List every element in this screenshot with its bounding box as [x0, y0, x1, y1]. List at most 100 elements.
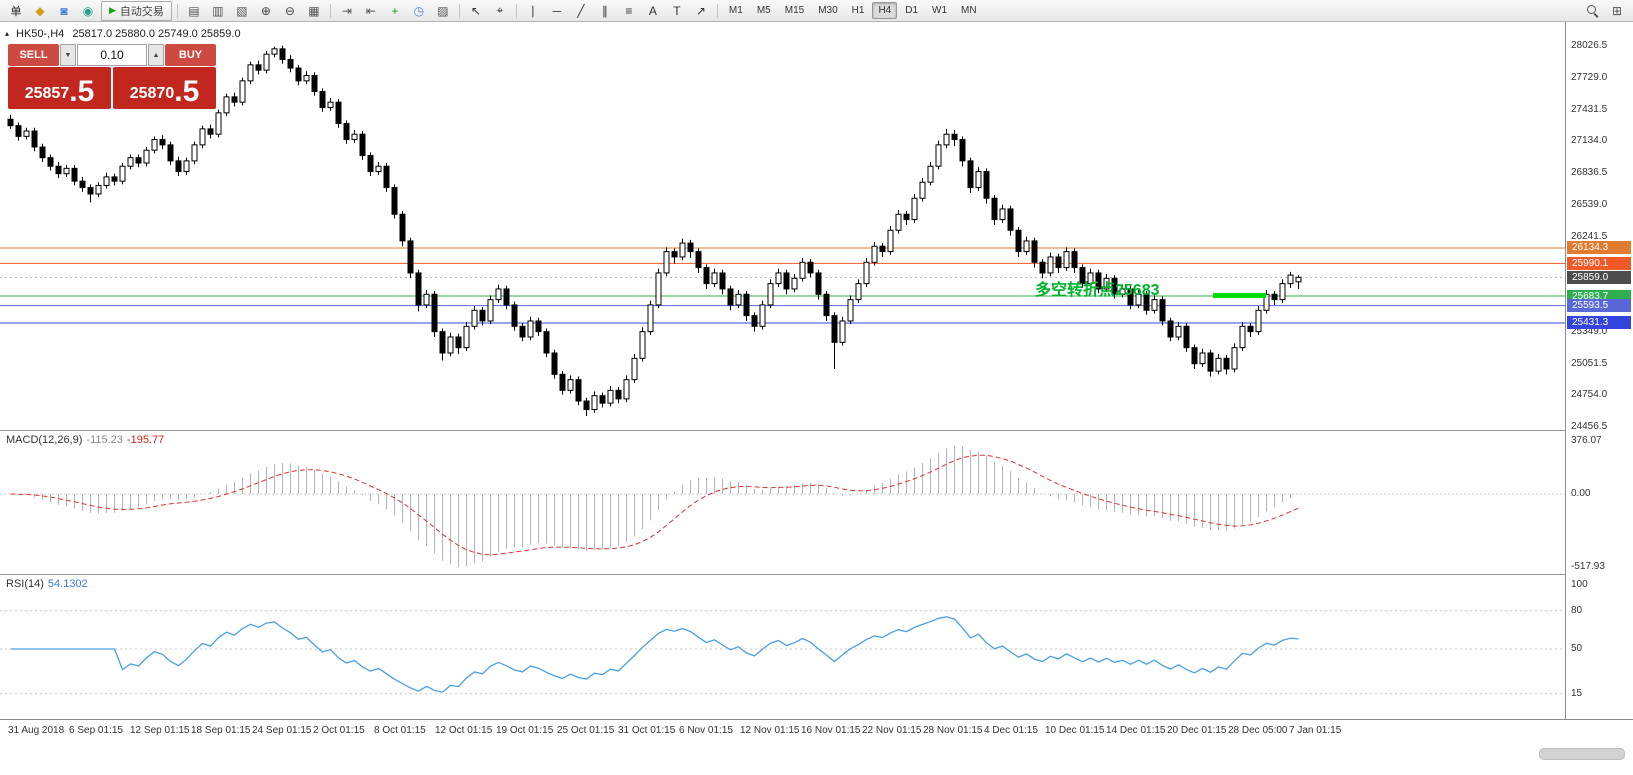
timeframe-m5[interactable]: M5	[756, 5, 771, 16]
chart-shift-icon[interactable]: ⇤	[365, 3, 376, 18]
candle-down	[559, 373, 566, 391]
lot-size-input[interactable]: 0.10	[77, 44, 147, 66]
tile-windows-icon[interactable]: ▦	[308, 3, 320, 18]
timeframe-m1[interactable]: M1	[728, 5, 743, 16]
axis-label: 26539.0	[1571, 198, 1608, 210]
chart-window-icon[interactable]: ▥	[212, 3, 224, 18]
candle-down	[575, 379, 582, 402]
timeframe-mn[interactable]: MN	[961, 5, 977, 16]
buy-price-int: 25870	[129, 85, 175, 102]
fibonacci-icon[interactable]: ≡	[625, 3, 633, 18]
candle-down	[991, 197, 998, 221]
periods-icon[interactable]: ◷	[413, 3, 425, 18]
time-label: 16 Nov 01:15	[801, 725, 861, 736]
horizontal-line-icon[interactable]: ─	[552, 3, 562, 18]
candle-up	[95, 184, 102, 195]
time-axis[interactable]: 31 Aug 2018 6 Sep 01:15 12 Sep 01:15 18 Sep…	[0, 719, 1633, 742]
new-chart-icon[interactable]: +	[391, 3, 399, 18]
autoscroll-icon[interactable]: ⇥	[341, 3, 352, 18]
candle-down	[279, 48, 286, 61]
price-canvas[interactable]	[0, 22, 1565, 430]
macd-panel[interactable]: MACD(12,26,9) -115.23 -195.77	[0, 431, 1565, 574]
candle-up	[895, 213, 902, 231]
axis-label: 100	[1571, 579, 1588, 590]
axis-label: 25349.0	[1571, 325, 1608, 337]
trendline-icon[interactable]: ╱	[577, 3, 585, 18]
one-click-collapse-icon[interactable]: ▴	[5, 29, 10, 38]
candle-down	[1159, 299, 1166, 322]
turning-point-annotation[interactable]: 多空转折点25683	[1035, 282, 1160, 299]
macd-canvas[interactable]	[0, 431, 1565, 574]
timeframe-w1[interactable]: W1	[932, 5, 948, 16]
zoom-out-icon[interactable]: ⊖	[284, 3, 295, 18]
sell-button[interactable]: SELL	[8, 44, 59, 66]
price-tag-25593.5: 25593.5	[1567, 299, 1631, 313]
candle-up	[247, 64, 254, 82]
search-icon[interactable]	[1582, 2, 1604, 20]
candle-down	[1207, 352, 1214, 372]
crosshair-icon[interactable]: ⌖	[496, 3, 504, 17]
candle-down	[879, 245, 886, 253]
horizontal-scrollbar[interactable]	[1539, 748, 1625, 760]
axis-label: 26241.5	[1571, 230, 1608, 242]
timeframe-h4[interactable]: H4	[872, 2, 898, 19]
candle-down	[535, 320, 542, 333]
candle-up	[327, 101, 334, 109]
arrows-icon[interactable]: ↗	[695, 3, 706, 18]
autotrading-button[interactable]: ▶ 自动交易	[101, 0, 172, 21]
axis-label: 80	[1571, 604, 1583, 616]
channel-icon[interactable]: ∥	[601, 3, 608, 18]
candle-down	[1095, 272, 1102, 290]
candle-down	[967, 160, 974, 189]
candle-down	[583, 400, 590, 411]
turning-point-highlight[interactable]	[1213, 293, 1266, 299]
timeframe-m15[interactable]: M15	[784, 5, 805, 16]
rsi-panel[interactable]: RSI(14) 54.1302	[0, 575, 1565, 719]
sell-price-display[interactable]: 25857.5	[8, 67, 111, 109]
timeframe-h1[interactable]: H1	[851, 5, 865, 16]
panel-separator[interactable]	[0, 430, 1633, 431]
templates-icon[interactable]: ▨	[437, 3, 449, 18]
candle-down	[439, 331, 446, 354]
price-axis[interactable]: 28026.5 27729.0 27431.5 27134.0 26836.5 26539…	[1565, 22, 1633, 719]
chart-title: HK50-,H4 25817.0 25880.0 25749.0 25859.0	[16, 28, 241, 40]
depth-of-market-icon[interactable]: ▧	[236, 3, 248, 18]
order-icon[interactable]: ◆	[35, 3, 45, 18]
text-icon[interactable]: A	[648, 3, 657, 18]
candle-up	[791, 277, 798, 290]
cursor-icon[interactable]: ↖	[470, 3, 481, 18]
candle-down	[391, 187, 398, 215]
sell-price-int: 25857	[24, 85, 70, 102]
candle-up	[1231, 347, 1238, 370]
profile-icon[interactable]: ◙	[60, 3, 68, 18]
rsi-canvas[interactable]	[0, 575, 1565, 719]
macd-label: MACD(12,26,9) -115.23 -195.77	[6, 434, 165, 446]
new-order-button[interactable]: 单	[10, 5, 22, 18]
candle-down	[175, 160, 182, 173]
buy-button[interactable]: BUY	[165, 44, 216, 66]
quick-panel-icon[interactable]: ⊞	[1611, 3, 1623, 18]
indicators-icon[interactable]: ▤	[188, 3, 200, 18]
timeframe-d1[interactable]: D1	[905, 5, 919, 16]
candle-down	[1127, 288, 1134, 306]
candle-down	[367, 155, 374, 173]
zoom-in-icon[interactable]: ⊕	[260, 3, 271, 18]
panel-separator[interactable]	[0, 574, 1633, 575]
lot-dropdown-button[interactable]: ▼	[60, 44, 76, 66]
buy-price-display[interactable]: 25870.5	[113, 67, 216, 109]
vertical-line-icon[interactable]: ∣	[529, 3, 536, 18]
candle-up	[463, 325, 470, 349]
candle-up	[63, 167, 70, 175]
price-chart[interactable]: ▴ HK50-,H4 25817.0 25880.0 25749.0 25859…	[0, 22, 1565, 430]
lot-increase-button[interactable]: ▲	[148, 44, 164, 66]
candle-up	[663, 251, 670, 274]
market-info-icon[interactable]: ◉	[82, 3, 94, 18]
time-label: 12 Oct 01:15	[435, 725, 493, 736]
candle-up	[183, 160, 190, 173]
candle-down	[359, 133, 366, 157]
timeframe-m30[interactable]: M30	[818, 5, 838, 16]
label-icon[interactable]: T	[673, 3, 681, 18]
candle-down	[455, 336, 462, 349]
candle-up	[871, 245, 878, 263]
